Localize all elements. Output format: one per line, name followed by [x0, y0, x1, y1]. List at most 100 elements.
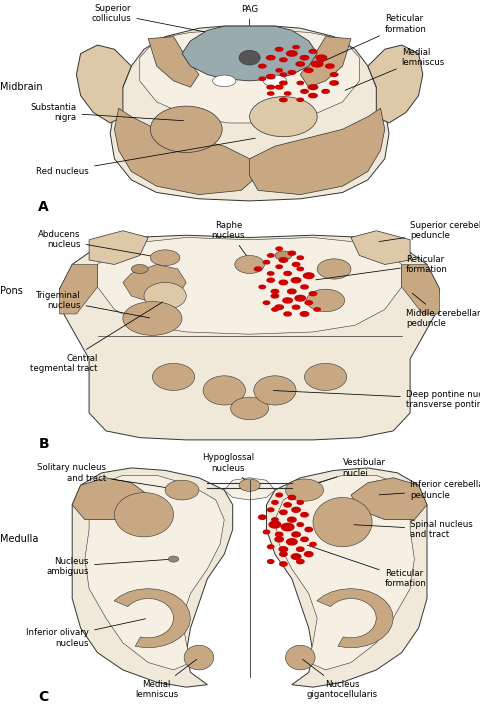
Text: Reticular
formation: Reticular formation [307, 545, 427, 588]
Text: Nucleus
ambiguus: Nucleus ambiguus [47, 557, 171, 576]
Polygon shape [110, 26, 389, 201]
Ellipse shape [317, 259, 351, 279]
Text: Spinal nucleus
and tract: Spinal nucleus and tract [354, 520, 473, 539]
Circle shape [279, 547, 288, 552]
Ellipse shape [150, 250, 180, 266]
Circle shape [297, 523, 303, 526]
Polygon shape [72, 478, 148, 520]
Text: Central
tegmental tract: Central tegmental tract [30, 302, 163, 373]
Text: C: C [38, 690, 48, 705]
Ellipse shape [239, 479, 260, 491]
Ellipse shape [239, 50, 260, 65]
Polygon shape [250, 109, 385, 195]
Ellipse shape [168, 556, 179, 562]
Circle shape [292, 532, 300, 537]
Circle shape [259, 77, 265, 81]
Text: Trigeminal
nucleus: Trigeminal nucleus [36, 291, 150, 318]
Circle shape [285, 92, 291, 95]
Circle shape [309, 49, 317, 54]
Circle shape [267, 272, 274, 275]
Circle shape [297, 99, 303, 101]
Ellipse shape [307, 289, 345, 312]
Circle shape [304, 552, 313, 557]
Circle shape [267, 278, 275, 282]
Circle shape [330, 73, 338, 76]
Circle shape [276, 69, 282, 72]
Text: Vestibular
nuclei: Vestibular nuclei [307, 458, 385, 487]
Circle shape [300, 56, 309, 60]
Circle shape [264, 261, 270, 264]
Text: PAG: PAG [241, 5, 258, 26]
Circle shape [288, 496, 296, 500]
Circle shape [276, 247, 282, 251]
Circle shape [287, 539, 297, 545]
Circle shape [304, 69, 313, 72]
Circle shape [284, 271, 291, 276]
Circle shape [312, 61, 323, 67]
Circle shape [293, 46, 299, 49]
Polygon shape [89, 231, 148, 264]
Ellipse shape [184, 645, 214, 670]
Text: Nucleus
gigantocellularis: Nucleus gigantocellularis [302, 659, 378, 699]
Ellipse shape [153, 363, 195, 391]
Ellipse shape [313, 498, 372, 547]
Circle shape [267, 92, 274, 95]
Circle shape [259, 286, 265, 288]
Circle shape [271, 294, 279, 298]
Ellipse shape [213, 75, 236, 86]
Ellipse shape [165, 481, 199, 500]
Text: Red nucleus: Red nucleus [36, 139, 255, 176]
Polygon shape [300, 36, 351, 87]
Circle shape [269, 521, 281, 528]
Circle shape [267, 508, 274, 512]
Circle shape [280, 58, 287, 61]
Polygon shape [368, 45, 423, 123]
Circle shape [283, 298, 292, 303]
Polygon shape [275, 476, 414, 670]
Circle shape [254, 267, 262, 271]
Polygon shape [60, 235, 440, 440]
Circle shape [330, 81, 338, 85]
Polygon shape [85, 476, 224, 670]
Circle shape [276, 265, 282, 268]
Circle shape [281, 523, 294, 531]
Circle shape [288, 517, 296, 522]
Circle shape [292, 508, 300, 512]
Text: Inferior olivary
nucleus: Inferior olivary nucleus [26, 619, 145, 648]
Circle shape [310, 543, 316, 546]
Circle shape [272, 308, 278, 311]
Polygon shape [76, 45, 132, 123]
Text: Substantia
nigra: Substantia nigra [30, 103, 183, 122]
Circle shape [267, 545, 274, 548]
Circle shape [279, 280, 288, 285]
Text: B: B [38, 437, 49, 451]
Circle shape [303, 273, 314, 278]
Ellipse shape [114, 493, 174, 537]
Circle shape [266, 74, 275, 79]
Polygon shape [351, 231, 410, 264]
Text: A: A [38, 199, 49, 213]
Text: Inferior cerebellar
peduncle: Inferior cerebellar peduncle [379, 481, 480, 500]
Circle shape [297, 559, 304, 563]
Text: Medulla: Medulla [0, 534, 39, 544]
Circle shape [280, 98, 287, 101]
Ellipse shape [275, 251, 292, 260]
Circle shape [301, 285, 308, 289]
Circle shape [264, 301, 270, 304]
Circle shape [291, 278, 301, 283]
Circle shape [297, 256, 303, 259]
Circle shape [292, 263, 300, 266]
Circle shape [297, 547, 304, 551]
Polygon shape [148, 36, 199, 87]
Circle shape [288, 251, 296, 255]
Ellipse shape [304, 363, 347, 391]
Circle shape [305, 528, 312, 532]
Text: Deep pontine nuclei and
transverse pontine fibers: Deep pontine nuclei and transverse ponti… [274, 390, 480, 409]
Circle shape [287, 51, 297, 56]
Circle shape [284, 503, 291, 507]
Text: Hypoglossal
nucleus: Hypoglossal nucleus [203, 453, 254, 483]
Circle shape [276, 493, 282, 497]
Polygon shape [266, 468, 427, 687]
Polygon shape [224, 478, 275, 500]
Text: Medial
lemniscus: Medial lemniscus [135, 659, 197, 699]
